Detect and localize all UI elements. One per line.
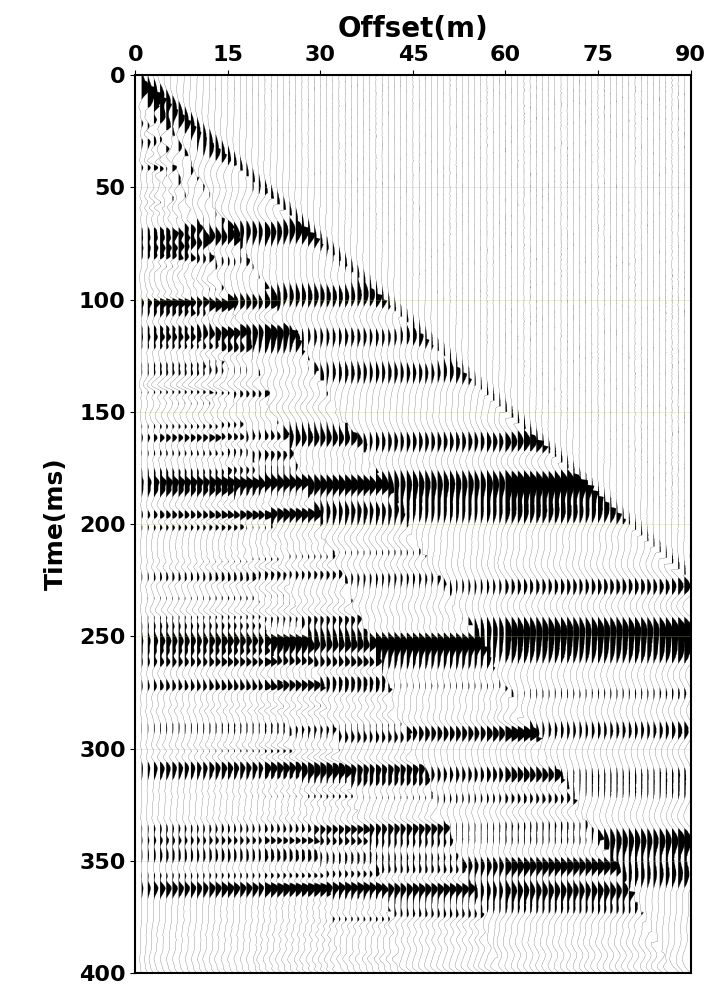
Y-axis label: Time(ms): Time(ms) — [44, 458, 68, 590]
X-axis label: Offset(m): Offset(m) — [337, 15, 488, 43]
